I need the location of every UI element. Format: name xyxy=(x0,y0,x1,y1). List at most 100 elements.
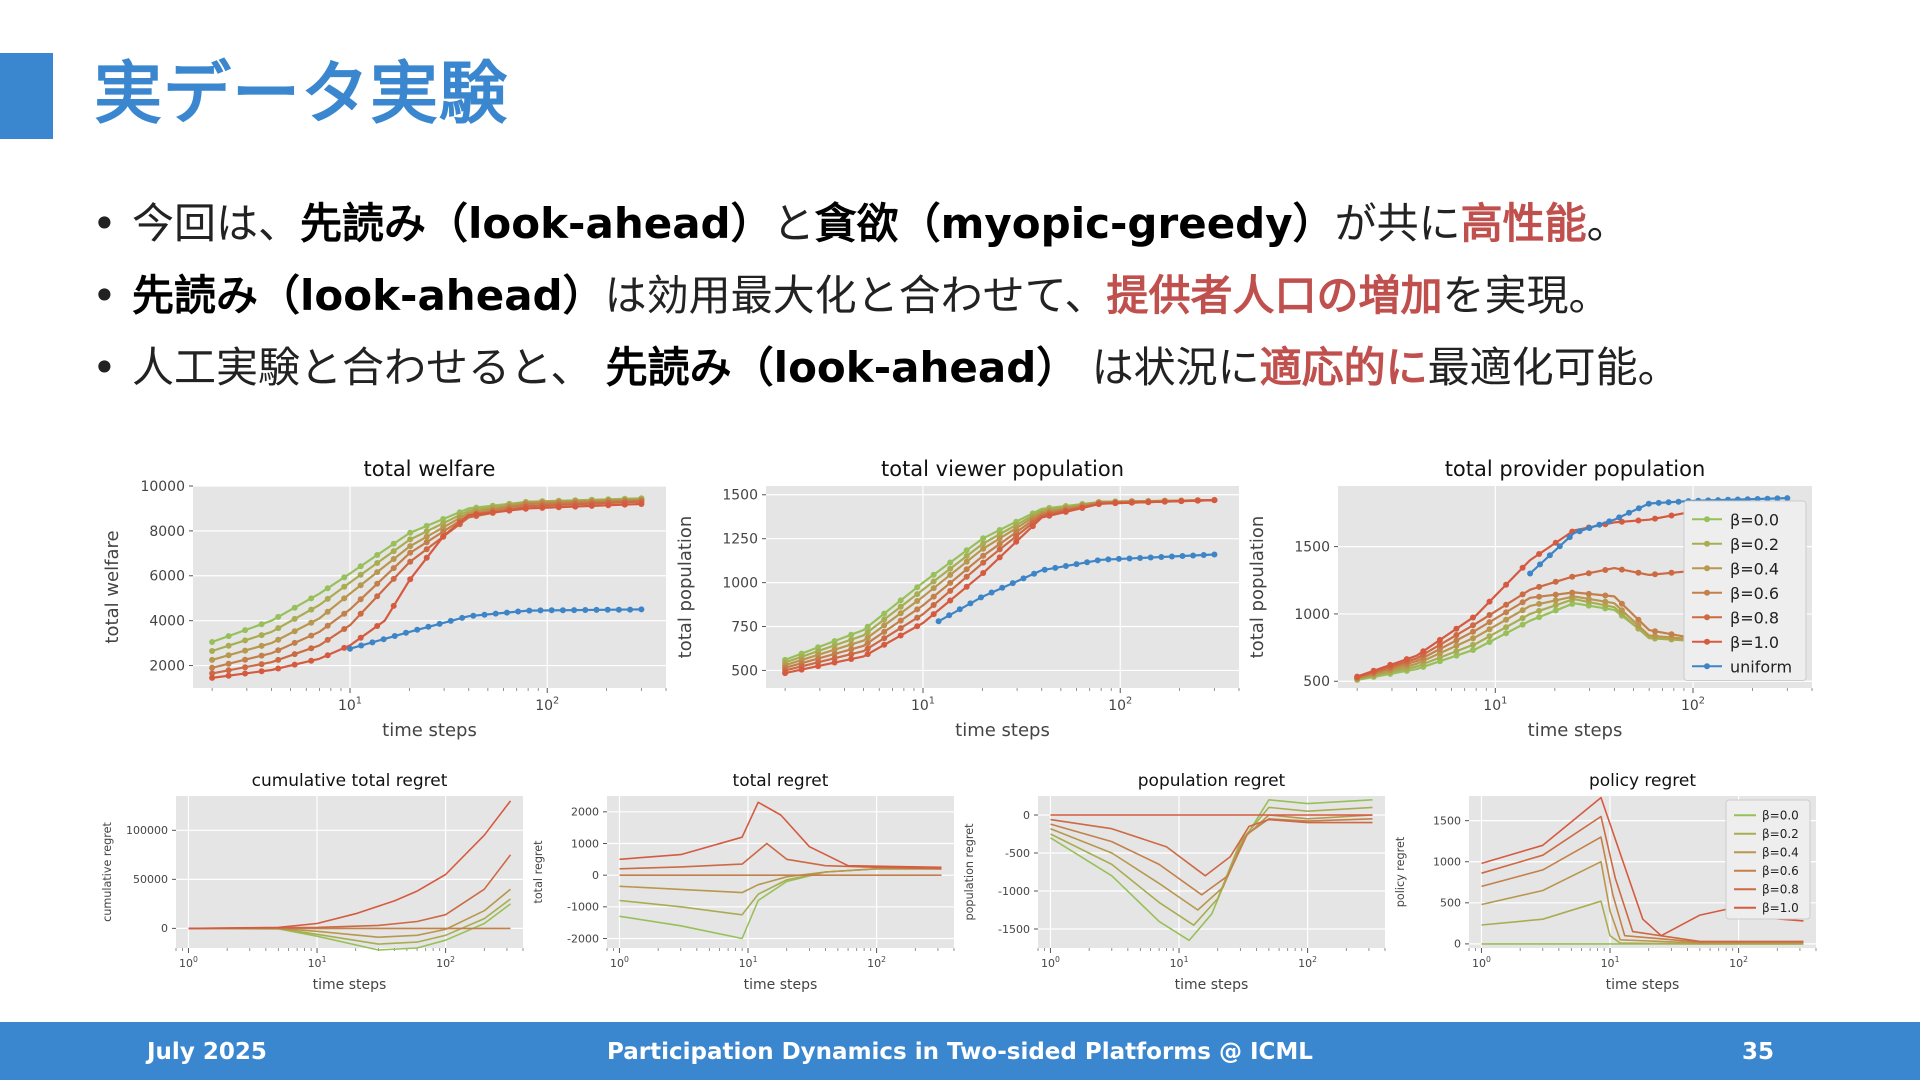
data-point xyxy=(1566,534,1573,541)
data-point xyxy=(537,607,544,614)
data-point xyxy=(1453,648,1460,655)
data-point xyxy=(1503,601,1510,608)
data-point xyxy=(341,595,348,602)
data-point xyxy=(1556,543,1563,550)
x-tick-label: 101 xyxy=(308,955,327,970)
data-point xyxy=(1126,555,1133,562)
data-point xyxy=(1665,499,1672,506)
data-point xyxy=(947,587,954,594)
data-point xyxy=(848,641,855,648)
x-tick-label: 101 xyxy=(338,696,362,714)
data-point xyxy=(1178,498,1185,505)
data-point xyxy=(209,674,216,681)
data-point xyxy=(1194,497,1201,504)
bullet-text: 最適化可能。 xyxy=(1427,343,1680,392)
data-point xyxy=(1618,518,1625,525)
data-point xyxy=(798,666,805,673)
data-point xyxy=(1668,569,1675,576)
data-point xyxy=(1115,555,1122,562)
data-point xyxy=(209,639,216,645)
series-line xyxy=(1050,814,1373,911)
data-point xyxy=(423,554,430,561)
legend-label: β=0.8 xyxy=(1730,608,1779,627)
data-point xyxy=(996,531,1003,538)
data-point xyxy=(963,558,970,565)
data-point xyxy=(358,642,365,649)
data-point xyxy=(1436,636,1443,643)
data-point xyxy=(440,520,447,527)
data-point xyxy=(914,591,921,598)
data-point xyxy=(999,584,1006,591)
data-point xyxy=(357,634,364,641)
data-point xyxy=(341,626,348,632)
data-point xyxy=(492,610,499,617)
data-point xyxy=(1403,656,1410,663)
plot-area xyxy=(193,486,666,688)
data-point xyxy=(324,585,331,592)
legend-label: β=0.2 xyxy=(1730,535,1779,554)
data-point xyxy=(1387,661,1394,668)
data-point xyxy=(515,608,522,615)
y-axis-label: total welfare xyxy=(102,530,123,643)
data-point xyxy=(848,646,855,653)
data-point xyxy=(930,571,937,578)
data-point xyxy=(571,607,578,614)
data-point xyxy=(864,645,871,652)
data-point xyxy=(1453,632,1460,638)
bullet-item: 今回は、先読み（look-ahead）と貪欲（myopic-greedy）が共に… xyxy=(92,188,1680,260)
data-point xyxy=(1586,525,1593,531)
data-point xyxy=(423,546,430,553)
data-point xyxy=(831,659,838,666)
data-point xyxy=(1084,559,1091,566)
data-point xyxy=(258,621,265,628)
data-point xyxy=(864,629,871,636)
data-point xyxy=(391,633,398,639)
data-point xyxy=(308,595,315,602)
data-point xyxy=(357,563,364,570)
y-tick-label: -1500 xyxy=(998,923,1030,936)
data-point xyxy=(357,582,364,589)
data-point xyxy=(963,573,970,580)
data-point xyxy=(1145,499,1152,506)
data-point xyxy=(1635,505,1642,512)
y-tick-label: 1500 xyxy=(1433,814,1461,827)
chart-title: total regret xyxy=(733,771,829,791)
footer-bar: July 2025 Participation Dynamics in Two-… xyxy=(0,1022,1920,1080)
data-point xyxy=(963,547,970,554)
data-point xyxy=(390,556,397,562)
bullet-text: を実現。 xyxy=(1442,271,1611,320)
bullet-text: 先読み（look-ahead） xyxy=(300,199,773,248)
data-point xyxy=(1602,592,1609,599)
data-point xyxy=(1519,621,1526,628)
data-point xyxy=(1618,566,1625,573)
data-point xyxy=(1576,528,1583,535)
data-point xyxy=(980,545,987,552)
data-point xyxy=(1486,633,1493,640)
data-point xyxy=(1552,597,1559,604)
series-line xyxy=(619,801,942,869)
data-point xyxy=(456,519,463,526)
x-tick-label: 102 xyxy=(1681,696,1705,714)
data-point xyxy=(357,610,364,617)
data-point xyxy=(881,622,888,629)
x-tick-label: 102 xyxy=(535,696,559,714)
legend-label: β=0.4 xyxy=(1730,559,1779,578)
data-point xyxy=(308,657,315,664)
data-point xyxy=(407,549,414,556)
data-point xyxy=(947,597,954,604)
data-point xyxy=(1486,598,1493,605)
data-point xyxy=(1645,500,1652,507)
data-point xyxy=(341,644,348,651)
data-point xyxy=(848,656,855,662)
data-point xyxy=(275,636,282,643)
data-point xyxy=(1453,637,1460,644)
y-tick-label: 1000 xyxy=(1294,607,1330,623)
data-point xyxy=(258,652,265,659)
y-axis-label: cumulative regret xyxy=(101,822,114,922)
data-point xyxy=(341,610,348,617)
data-point xyxy=(1105,556,1112,563)
bullet-text: 提供者人口の増加 xyxy=(1106,271,1443,320)
data-point xyxy=(930,593,937,600)
data-point xyxy=(897,610,904,617)
data-point xyxy=(988,589,995,596)
